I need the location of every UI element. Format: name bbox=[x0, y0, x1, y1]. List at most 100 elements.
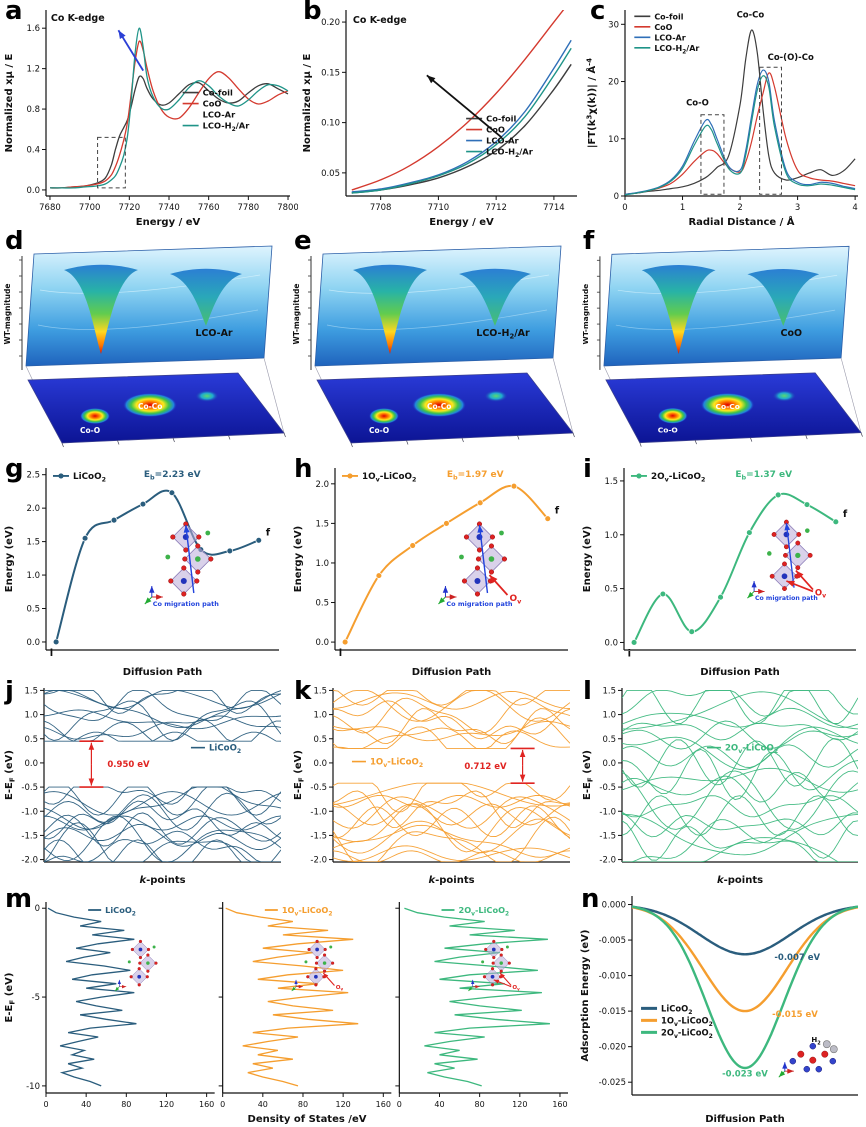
svg-text:120: 120 bbox=[159, 1100, 174, 1109]
panel-k: k 1.5 1.0 0.5 0.0 -0.5 -1.0 -1.5 -2.0 k-points E-… bbox=[289, 680, 578, 888]
svg-text:CoO: CoO bbox=[781, 328, 802, 339]
svg-text:160: 160 bbox=[199, 1100, 214, 1109]
svg-text:0.5: 0.5 bbox=[315, 599, 329, 609]
svg-text:0.5: 0.5 bbox=[24, 735, 38, 745]
svg-text:1Ov-LiCoO2: 1Ov-LiCoO2 bbox=[282, 905, 333, 918]
svg-text:Ov: Ov bbox=[336, 985, 344, 992]
svg-text:2: 2 bbox=[737, 203, 742, 213]
panel-g: g 0.0 0.5 1.0 1.5 2.0 2.5 Diffusion Path Energy… bbox=[0, 458, 289, 680]
panel-letter-f: f bbox=[583, 230, 595, 256]
row-bands: j 1.5 1.0 0.5 0.0 -0.5 -1.0 -1.5 -2.0 k-points E-… bbox=[0, 680, 866, 888]
svg-text:0.10: 0.10 bbox=[321, 119, 340, 129]
svg-text:Diffusion Path: Diffusion Path bbox=[700, 667, 780, 678]
svg-text:30: 30 bbox=[608, 20, 619, 30]
svg-text:-0.020: -0.020 bbox=[599, 1043, 626, 1053]
crystal-inset: Ov bbox=[468, 939, 520, 992]
svg-text:Co-Co: Co-Co bbox=[427, 402, 451, 411]
svg-text:2Ov-LiCoO2: 2Ov-LiCoO2 bbox=[725, 744, 778, 756]
svg-text:1.5: 1.5 bbox=[602, 686, 616, 696]
svg-text:Co K-edge: Co K-edge bbox=[353, 15, 407, 26]
svg-text:1.5: 1.5 bbox=[604, 477, 618, 487]
panel-c: c 0 1 2 3 4 0 10 20 30 Radial Distance / Å |FT(k3χ… bbox=[585, 0, 866, 230]
svg-text:120: 120 bbox=[512, 1100, 527, 1109]
svg-text:0.0: 0.0 bbox=[604, 638, 618, 648]
svg-text:7712: 7712 bbox=[485, 203, 507, 213]
svg-text:3: 3 bbox=[795, 203, 800, 213]
svg-text:80: 80 bbox=[121, 1100, 131, 1109]
svg-text:2Ov-LiCoO2: 2Ov-LiCoO2 bbox=[661, 1027, 713, 1040]
chart-svg-m: 0 40 80 120 160 0 -5 -10 LiCoO2 0 40 80 120 160 1Ov-Li… bbox=[4, 902, 568, 1125]
crystal-inset bbox=[114, 939, 158, 992]
svg-text:2.0: 2.0 bbox=[315, 480, 329, 490]
svg-text:7800: 7800 bbox=[277, 203, 298, 213]
svg-text:-1.5: -1.5 bbox=[21, 831, 38, 841]
svg-text:7780: 7780 bbox=[238, 203, 260, 213]
svg-text:-1.5: -1.5 bbox=[310, 831, 327, 841]
wavelet-d-lco-ar: WT-magnitude Co-O Co-Co LCO-Ar bbox=[0, 230, 289, 458]
svg-text:LCO-Ar: LCO-Ar bbox=[486, 136, 519, 146]
panel-j: j 1.5 1.0 0.5 0.0 -0.5 -1.0 -1.5 -2.0 k-points E-… bbox=[0, 680, 289, 888]
svg-text:Diffusion Path: Diffusion Path bbox=[412, 667, 492, 678]
svg-text:4: 4 bbox=[852, 203, 857, 213]
svg-text:10: 10 bbox=[608, 135, 619, 145]
svg-text:0.0: 0.0 bbox=[315, 638, 329, 648]
svg-text:-2.0: -2.0 bbox=[599, 856, 616, 866]
svg-text:Co-O: Co-O bbox=[686, 99, 709, 109]
svg-text:0.20: 0.20 bbox=[321, 18, 340, 28]
axes-triad-icon bbox=[468, 979, 480, 992]
svg-text:1.0: 1.0 bbox=[26, 571, 40, 581]
dos-curve bbox=[404, 907, 550, 1087]
svg-text:Ov: Ov bbox=[509, 594, 522, 606]
svg-text:Diffusion Path: Diffusion Path bbox=[123, 667, 203, 678]
svg-text:7700: 7700 bbox=[79, 203, 101, 213]
svg-text:0: 0 bbox=[397, 1100, 402, 1109]
svg-text:Co-O: Co-O bbox=[658, 426, 678, 435]
svg-text:20: 20 bbox=[608, 78, 619, 88]
svg-text:-0.005: -0.005 bbox=[599, 936, 626, 946]
shallow-well bbox=[170, 268, 242, 326]
chart-svg-a: 7680 7700 7720 7740 7760 7780 7800 0.0 0.4 0.8 1.2… bbox=[4, 10, 298, 228]
svg-text:-2.0: -2.0 bbox=[310, 856, 327, 866]
svg-text:CoO: CoO bbox=[654, 23, 672, 32]
svg-text:0.0: 0.0 bbox=[602, 759, 616, 769]
svg-text:-1.0: -1.0 bbox=[599, 807, 616, 817]
deep-well bbox=[641, 265, 716, 354]
svg-text:1.6: 1.6 bbox=[26, 24, 40, 34]
panel-letter-i: i bbox=[583, 458, 592, 484]
svg-text:E-EF (eV): E-EF (eV) bbox=[293, 750, 306, 800]
panel-m: m 0 40 80 120 160 0 -5 -10 LiCoO2 0 40 80 120 160 1Ov-… bbox=[0, 888, 576, 1127]
svg-text:0.0: 0.0 bbox=[313, 759, 327, 769]
svg-text:160: 160 bbox=[552, 1100, 567, 1109]
row-dos-adsorption: m 0 40 80 120 160 0 -5 -10 LiCoO2 0 40 80 120 160 1Ov-… bbox=[0, 888, 866, 1127]
svg-text:1.0: 1.0 bbox=[313, 711, 327, 721]
axes-triad-icon bbox=[114, 979, 127, 992]
svg-text:LCO-H2/Ar: LCO-H2/Ar bbox=[486, 147, 534, 160]
svg-text:-10: -10 bbox=[26, 1082, 40, 1092]
svg-text:LCO-H2/Ar: LCO-H2/Ar bbox=[203, 121, 251, 134]
panel-e: e WT-magnitude Co-O Co-Co LCO-H2/Ar bbox=[289, 230, 578, 458]
row-xas: a 7680 7700 7720 7740 7760 7780 7800 0.0 0.4 0.8 1… bbox=[0, 0, 866, 230]
axes-triad-icon bbox=[438, 586, 457, 605]
chart-svg-h: 0.0 0.5 1.0 1.5 2.0 Diffusion Path Energy (eV)… bbox=[293, 468, 568, 678]
svg-text:Co-foil: Co-foil bbox=[203, 88, 233, 98]
svg-text:Ov: Ov bbox=[815, 588, 826, 599]
deep-well bbox=[353, 264, 427, 354]
svg-text:LCO-Ar: LCO-Ar bbox=[654, 33, 685, 42]
svg-text:7708: 7708 bbox=[370, 203, 392, 213]
wavelet-svg-d: WT-magnitude Co-O Co-Co LCO-Ar bbox=[3, 245, 286, 448]
dos-curve bbox=[225, 907, 359, 1087]
chart-svg-g: 0.0 0.5 1.0 1.5 2.0 2.5 Diffusion Path Energy (… bbox=[4, 468, 279, 678]
crystal-inset: Co migration path bbox=[144, 521, 219, 608]
svg-text:-0.023 eV: -0.023 eV bbox=[722, 1070, 768, 1080]
bands-group bbox=[44, 689, 281, 862]
svg-text:2.5: 2.5 bbox=[26, 471, 40, 481]
svg-text:LiCoO2: LiCoO2 bbox=[661, 1003, 692, 1016]
wt-surface bbox=[25, 245, 273, 367]
svg-text:Co-Co: Co-Co bbox=[716, 402, 740, 411]
svg-text:0.4: 0.4 bbox=[26, 146, 40, 156]
svg-text:0.5: 0.5 bbox=[26, 605, 40, 615]
svg-text:LiCoO2: LiCoO2 bbox=[73, 472, 106, 484]
svg-text:40: 40 bbox=[81, 1100, 91, 1109]
svg-text:0: 0 bbox=[622, 203, 627, 213]
panel-letter-d: d bbox=[5, 230, 24, 256]
